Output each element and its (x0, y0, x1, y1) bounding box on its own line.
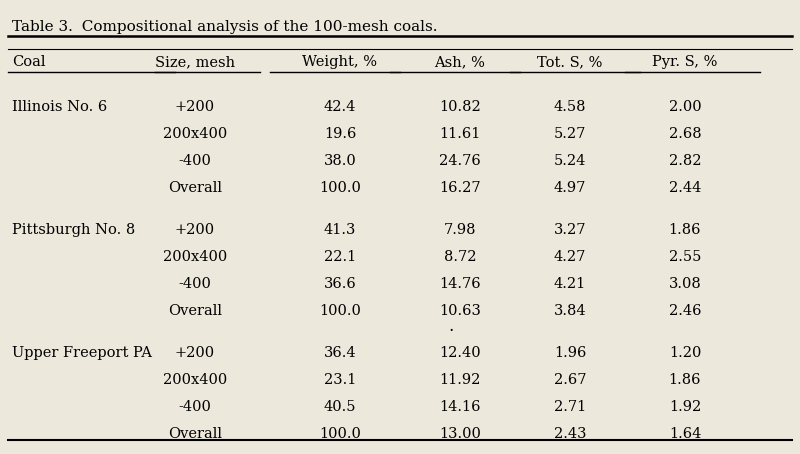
Text: Ash, %: Ash, % (434, 55, 486, 69)
Text: 16.27: 16.27 (439, 181, 481, 195)
Text: 22.1: 22.1 (324, 250, 356, 264)
Text: Overall: Overall (168, 304, 222, 318)
Text: 2.43: 2.43 (554, 427, 586, 441)
Text: -400: -400 (178, 154, 211, 168)
Text: 2.82: 2.82 (669, 154, 702, 168)
Text: 200x400: 200x400 (163, 373, 227, 387)
Text: 1.64: 1.64 (669, 427, 701, 441)
Text: 5.27: 5.27 (554, 127, 586, 141)
Text: Compositional analysis of the 100-mesh coals.: Compositional analysis of the 100-mesh c… (72, 20, 438, 34)
Text: 100.0: 100.0 (319, 427, 361, 441)
Text: Overall: Overall (168, 427, 222, 441)
Text: 13.00: 13.00 (439, 427, 481, 441)
Text: 1.86: 1.86 (669, 373, 702, 387)
Text: 3.84: 3.84 (554, 304, 586, 318)
Text: Table 3.: Table 3. (12, 20, 73, 34)
Text: Size, mesh: Size, mesh (155, 55, 235, 69)
Text: 3.27: 3.27 (554, 223, 586, 237)
Text: Tot. S, %: Tot. S, % (538, 55, 602, 69)
Text: 38.0: 38.0 (324, 154, 356, 168)
Text: 14.16: 14.16 (439, 400, 481, 414)
Text: 1.20: 1.20 (669, 346, 701, 360)
Text: 2.67: 2.67 (554, 373, 586, 387)
Text: 1.92: 1.92 (669, 400, 701, 414)
Text: Weight, %: Weight, % (302, 55, 378, 69)
Text: 200x400: 200x400 (163, 127, 227, 141)
Text: 4.58: 4.58 (554, 100, 586, 114)
Text: -400: -400 (178, 277, 211, 291)
Text: 11.92: 11.92 (439, 373, 481, 387)
Text: Upper Freeport PA: Upper Freeport PA (12, 346, 152, 360)
Text: 19.6: 19.6 (324, 127, 356, 141)
Text: Coal: Coal (12, 55, 46, 69)
Text: +200: +200 (175, 346, 215, 360)
Text: 2.44: 2.44 (669, 181, 701, 195)
Text: 200x400: 200x400 (163, 250, 227, 264)
Text: +200: +200 (175, 100, 215, 114)
Text: .: . (448, 318, 454, 335)
Text: 2.55: 2.55 (669, 250, 701, 264)
Text: 36.6: 36.6 (324, 277, 356, 291)
Text: 2.00: 2.00 (669, 100, 702, 114)
Text: 2.71: 2.71 (554, 400, 586, 414)
Text: Pittsburgh No. 8: Pittsburgh No. 8 (12, 223, 135, 237)
Text: 14.76: 14.76 (439, 277, 481, 291)
Text: Overall: Overall (168, 181, 222, 195)
Text: 2.68: 2.68 (669, 127, 702, 141)
Text: 4.97: 4.97 (554, 181, 586, 195)
Text: 1.96: 1.96 (554, 346, 586, 360)
Text: 1.86: 1.86 (669, 223, 702, 237)
Text: 7.98: 7.98 (444, 223, 476, 237)
Text: 10.82: 10.82 (439, 100, 481, 114)
Text: 5.24: 5.24 (554, 154, 586, 168)
Text: Pyr. S, %: Pyr. S, % (652, 55, 718, 69)
Text: 8.72: 8.72 (444, 250, 476, 264)
Text: 12.40: 12.40 (439, 346, 481, 360)
Text: 3.08: 3.08 (669, 277, 702, 291)
Text: 23.1: 23.1 (324, 373, 356, 387)
Text: 42.4: 42.4 (324, 100, 356, 114)
Text: 11.61: 11.61 (439, 127, 481, 141)
Text: 36.4: 36.4 (324, 346, 356, 360)
Text: 100.0: 100.0 (319, 181, 361, 195)
Text: 4.21: 4.21 (554, 277, 586, 291)
Text: 41.3: 41.3 (324, 223, 356, 237)
Text: +200: +200 (175, 223, 215, 237)
Text: 100.0: 100.0 (319, 304, 361, 318)
Text: 10.63: 10.63 (439, 304, 481, 318)
Text: 2.46: 2.46 (669, 304, 702, 318)
Text: 40.5: 40.5 (324, 400, 356, 414)
Text: 4.27: 4.27 (554, 250, 586, 264)
Text: Illinois No. 6: Illinois No. 6 (12, 100, 107, 114)
Text: 24.76: 24.76 (439, 154, 481, 168)
Text: -400: -400 (178, 400, 211, 414)
